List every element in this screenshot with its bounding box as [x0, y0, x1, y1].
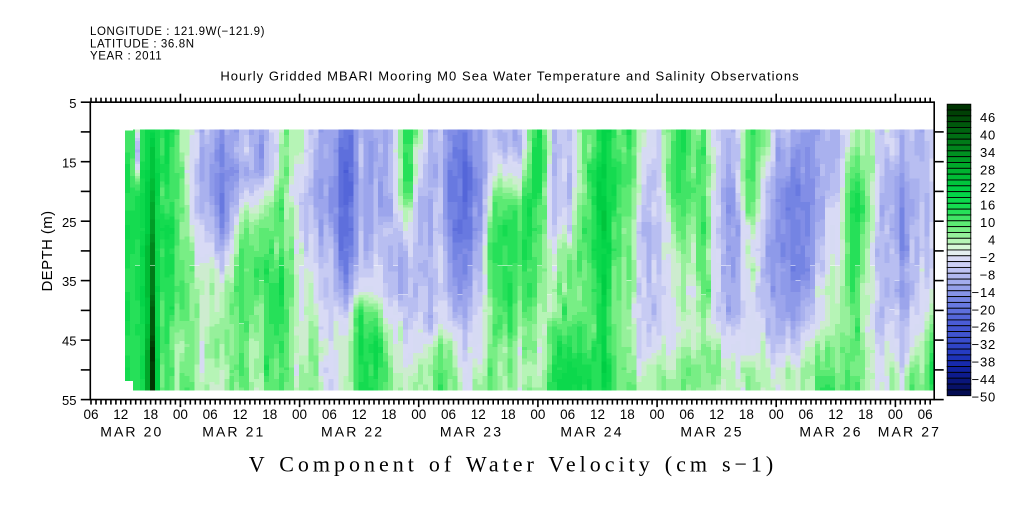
svg-text:MAR 27: MAR 27 [878, 424, 941, 440]
svg-text:12: 12 [709, 407, 724, 422]
svg-text:−38: −38 [972, 355, 996, 370]
svg-text:06: 06 [441, 407, 456, 422]
svg-text:MAR 21: MAR 21 [202, 424, 265, 440]
svg-text:00: 00 [769, 407, 784, 422]
svg-text:−20: −20 [972, 302, 996, 317]
svg-text:Hourly Gridded MBARI Mooring M: Hourly Gridded MBARI Mooring M0 Sea Wate… [220, 69, 799, 84]
svg-text:00: 00 [888, 407, 903, 422]
svg-text:LONGITUDE : 121.9W(−121.9): LONGITUDE : 121.9W(−121.9) [90, 26, 265, 38]
svg-text:06: 06 [84, 407, 99, 422]
svg-text:18: 18 [262, 407, 277, 422]
svg-text:−44: −44 [972, 372, 996, 387]
svg-text:18: 18 [143, 407, 158, 422]
svg-text:00: 00 [650, 407, 665, 422]
svg-text:10: 10 [980, 215, 996, 230]
svg-text:12: 12 [828, 407, 843, 422]
svg-text:25: 25 [62, 215, 76, 230]
svg-text:18: 18 [381, 407, 396, 422]
svg-text:22: 22 [980, 180, 996, 195]
svg-text:−2: −2 [980, 250, 996, 265]
svg-text:18: 18 [620, 407, 635, 422]
svg-text:−8: −8 [980, 267, 996, 282]
svg-text:12: 12 [590, 407, 605, 422]
svg-text:4: 4 [988, 232, 996, 247]
svg-text:40: 40 [980, 127, 996, 142]
svg-text:00: 00 [411, 407, 426, 422]
svg-text:18: 18 [739, 407, 754, 422]
svg-text:MAR 22: MAR 22 [321, 424, 384, 440]
svg-text:06: 06 [203, 407, 218, 422]
svg-text:28: 28 [980, 162, 996, 177]
svg-text:MAR 20: MAR 20 [100, 424, 163, 440]
svg-text:LATITUDE : 36.8N: LATITUDE : 36.8N [90, 38, 195, 50]
svg-text:12: 12 [113, 407, 128, 422]
svg-text:MAR 24: MAR 24 [560, 424, 623, 440]
svg-text:35: 35 [62, 274, 76, 289]
svg-text:16: 16 [980, 197, 996, 212]
svg-text:34: 34 [980, 145, 996, 160]
svg-text:18: 18 [858, 407, 873, 422]
svg-text:45: 45 [62, 334, 76, 349]
svg-text:MAR 23: MAR 23 [440, 424, 503, 440]
svg-text:V Component of Water Velocity: V Component of Water Velocity (cm s−1) [249, 452, 777, 477]
svg-text:12: 12 [232, 407, 247, 422]
svg-text:06: 06 [679, 407, 694, 422]
svg-text:46: 46 [980, 110, 996, 125]
svg-text:DEPTH (m): DEPTH (m) [39, 210, 56, 291]
svg-text:06: 06 [322, 407, 337, 422]
svg-text:−14: −14 [972, 285, 996, 300]
svg-text:−26: −26 [972, 320, 996, 335]
svg-text:5: 5 [69, 96, 76, 111]
svg-text:MAR 25: MAR 25 [680, 424, 743, 440]
svg-text:00: 00 [173, 407, 188, 422]
svg-text:12: 12 [352, 407, 367, 422]
svg-text:YEAR : 2011: YEAR : 2011 [90, 50, 162, 62]
svg-text:00: 00 [530, 407, 545, 422]
svg-text:06: 06 [560, 407, 575, 422]
svg-text:06: 06 [918, 407, 933, 422]
svg-text:MAR 26: MAR 26 [799, 424, 862, 440]
svg-text:18: 18 [501, 407, 516, 422]
svg-text:55: 55 [62, 393, 76, 408]
svg-text:00: 00 [292, 407, 307, 422]
svg-text:−50: −50 [972, 390, 996, 405]
svg-text:−32: −32 [972, 337, 996, 352]
svg-text:12: 12 [471, 407, 486, 422]
svg-text:15: 15 [62, 155, 76, 170]
svg-text:06: 06 [799, 407, 814, 422]
